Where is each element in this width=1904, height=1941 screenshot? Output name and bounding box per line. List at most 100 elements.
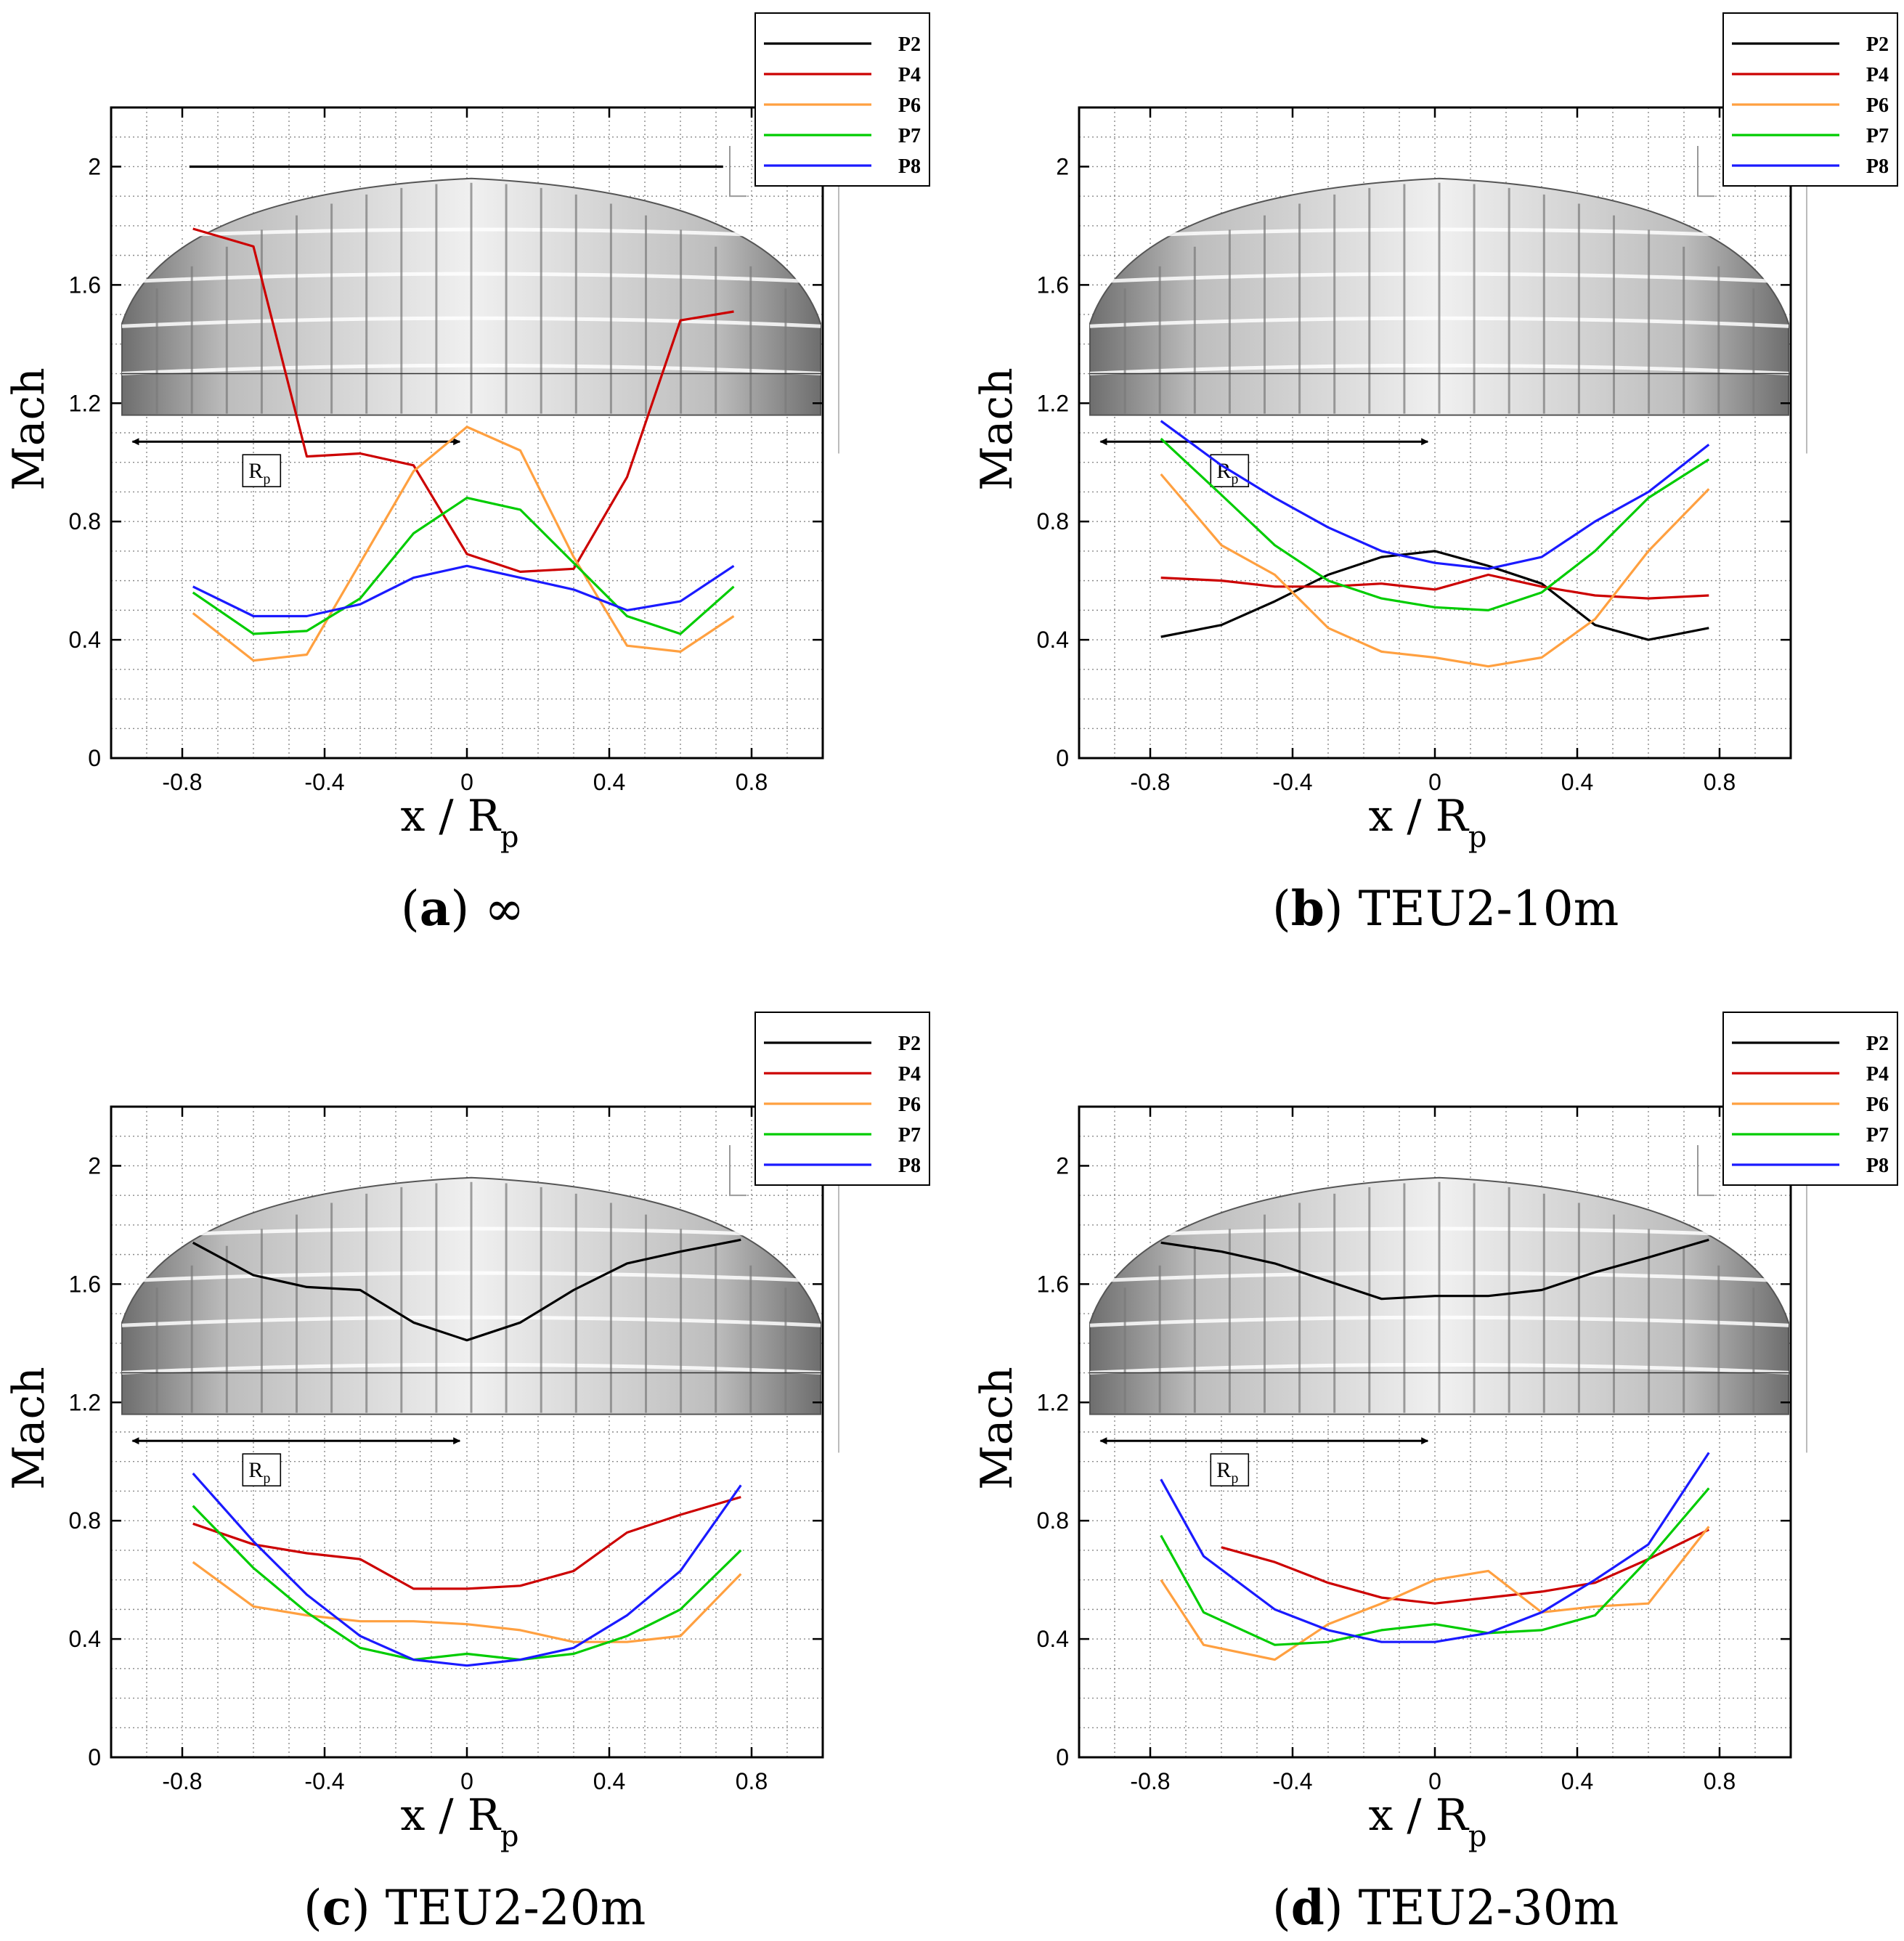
series-line-P6 (192, 1560, 742, 1643)
legend-label-P6: P6 (898, 1094, 921, 1116)
rp-label: Rp (248, 459, 270, 487)
legend-label-P4: P4 (898, 64, 921, 86)
y-tick-label: 0.8 (1037, 1507, 1069, 1534)
y-tick-label: 1.2 (69, 1389, 101, 1415)
series-line-P7 (1160, 1487, 1710, 1646)
ticks (111, 107, 823, 760)
legend-label-P6: P6 (898, 94, 921, 117)
y-tick-label: 0 (1056, 745, 1069, 771)
series-line-P8 (1160, 1452, 1710, 1643)
x-tick-label: -0.8 (1130, 1768, 1170, 1794)
panel-caption-b: (b) TEU2-10m (1272, 880, 1619, 937)
series-line-P7 (192, 496, 735, 635)
y-axis-label: Mach (4, 367, 54, 490)
y-tick-label: 0.8 (69, 508, 101, 534)
legend-label-P7: P7 (898, 1124, 921, 1147)
y-axis-label: Mach (972, 367, 1022, 490)
series-line-P2 (1160, 1238, 1709, 1301)
x-tick-label: 0 (1428, 769, 1441, 795)
canopy-gores (155, 1181, 787, 1413)
x-tick-label: 0.4 (1561, 769, 1593, 795)
x-tick-label: 0.4 (593, 1768, 625, 1794)
x-tick-label: 0 (460, 769, 473, 795)
y-tick-label: 0 (1056, 1744, 1069, 1770)
panel-caption-a: (a) ∞ (401, 880, 525, 937)
chart-panel-d: Rp -0.8 -0.4 0 0.4 0.8 0 0.4 0.8 1.2 1.6 2 Mach x / R… (972, 1012, 1898, 1853)
x-tick-label: 0.8 (736, 769, 768, 795)
legend-box (1722, 12, 1898, 187)
panel-caption-c: (c) TEU2-20m (304, 1879, 646, 1936)
legend-label-P7: P7 (898, 125, 921, 147)
legend-label-P7: P7 (1866, 1124, 1889, 1147)
y-tick-label: 1.6 (69, 1271, 101, 1297)
x-tick-label: -0.8 (162, 1768, 202, 1794)
series-line-P6 (1160, 473, 1710, 668)
y-tick-label: 1.2 (69, 390, 101, 416)
rp-label-box (242, 454, 282, 488)
series-line-P2 (1160, 550, 1709, 641)
series-line-P4 (192, 1496, 741, 1590)
x-tick-label: -0.4 (304, 769, 344, 795)
x-axis-label: x / Rp (1369, 1790, 1487, 1853)
ticks (1079, 1107, 1791, 1759)
ticks (111, 1107, 823, 1759)
y-tick-label: 0 (88, 745, 101, 771)
series-line-P8 (1160, 420, 1710, 570)
x-axis-label: x / Rp (401, 1790, 519, 1853)
parachute-canopy-image (1089, 177, 1789, 416)
legend-label-P2: P2 (1866, 1033, 1889, 1055)
x-tick-label: 0 (460, 1768, 473, 1794)
corner-mark (1697, 145, 1714, 198)
x-axis-label: x / Rp (1369, 791, 1487, 854)
panel-caption-d: (d) TEU2-30m (1272, 1879, 1619, 1936)
y-tick-label: 0.4 (1037, 1626, 1069, 1652)
x-tick-label: -0.4 (1272, 769, 1312, 795)
y-tick-label: 0.8 (69, 1507, 101, 1534)
y-tick-label: 1.6 (1037, 1271, 1069, 1297)
x-tick-label: 0.8 (1704, 769, 1736, 795)
legend-box (1722, 1012, 1898, 1186)
rp-label-box (242, 1453, 282, 1487)
legend-label-P2: P2 (898, 1033, 921, 1055)
y-axis-label: Mach (972, 1367, 1022, 1489)
series-line-P4 (192, 227, 734, 574)
canopy-gores (155, 182, 787, 414)
y-tick-label: 0.8 (1037, 508, 1069, 534)
legend-box (754, 12, 930, 187)
x-tick-label: -0.4 (1272, 1768, 1312, 1794)
y-axis-label: Mach (4, 1367, 54, 1489)
legend-label-P8: P8 (898, 1155, 921, 1177)
legend-label-P8: P8 (898, 155, 921, 178)
x-axis-label: x / Rp (401, 791, 519, 854)
legend: P2 P4 P6 P7 P8 (754, 1012, 930, 1186)
x-tick-label: -0.4 (304, 1768, 344, 1794)
y-tick-label: 0.4 (69, 627, 101, 653)
parachute-canopy-image (121, 177, 821, 416)
legend-label-P2: P2 (898, 33, 921, 56)
series-line-P7 (192, 1505, 742, 1661)
legend: P2 P4 P6 P7 P8 (1722, 1012, 1898, 1186)
y-tick-label: 1.2 (1037, 1389, 1069, 1415)
x-tick-label: 0.8 (1704, 1768, 1736, 1794)
series-line-P8 (192, 564, 735, 618)
y-tick-label: 0.4 (1037, 627, 1069, 653)
legend-label-P8: P8 (1866, 1155, 1889, 1177)
y-tick-label: 2 (88, 153, 101, 179)
x-tick-label: -0.8 (1130, 769, 1170, 795)
y-tick-label: 1.2 (1037, 390, 1069, 416)
x-tick-label: 0.4 (593, 769, 625, 795)
series-line-P4 (1221, 1528, 1710, 1605)
x-tick-label: 0.8 (736, 1768, 768, 1794)
y-tick-label: 2 (1056, 1152, 1069, 1179)
corner-mark (729, 1144, 746, 1197)
legend-label-P7: P7 (1866, 125, 1889, 147)
rp-label: Rp (1216, 1458, 1238, 1486)
chart-panel-c: Rp -0.8 -0.4 0 0.4 0.8 0 0.4 0.8 1.2 1.6 2 Mach x / R… (4, 1012, 930, 1853)
legend-label-P6: P6 (1866, 94, 1889, 117)
legend-label-P4: P4 (898, 1063, 921, 1086)
series-line-P6 (192, 426, 735, 662)
y-tick-label: 1.6 (1037, 272, 1069, 298)
corner-mark (1697, 1144, 1714, 1197)
canopy-gores (1123, 1181, 1755, 1413)
